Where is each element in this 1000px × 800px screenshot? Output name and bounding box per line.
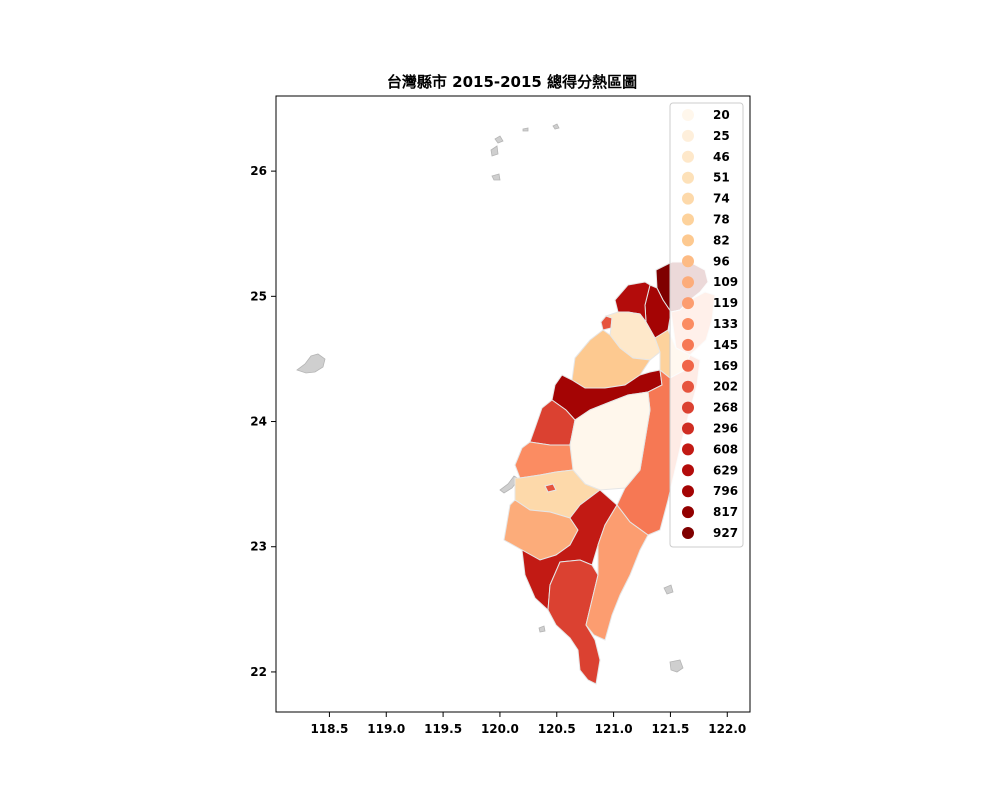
x-tick-label: 120.0 xyxy=(481,722,519,736)
x-axis: 118.5 119.0 119.5 120.0 120.5 121.0 121.5 122.0 xyxy=(310,712,746,736)
island-matsu-2 xyxy=(494,135,504,144)
island-green xyxy=(663,584,674,595)
legend-swatch xyxy=(682,129,694,142)
legend-label: 927 xyxy=(713,526,738,540)
island-matsu-1 xyxy=(490,145,499,157)
island-liuqiu xyxy=(538,625,546,633)
legend-label: 82 xyxy=(713,233,730,247)
region-hsinchu xyxy=(604,311,661,361)
y-axis: 22 23 24 25 26 xyxy=(250,164,276,679)
island-penghu-west xyxy=(296,353,326,374)
legend-swatch xyxy=(682,192,694,205)
legend-label: 25 xyxy=(713,129,730,143)
y-tick-label: 26 xyxy=(250,164,267,178)
legend-label: 46 xyxy=(713,150,730,164)
map-axes-frame xyxy=(275,95,751,713)
legend-swatch xyxy=(682,234,694,247)
legend-swatch xyxy=(682,109,694,121)
legend-swatch xyxy=(682,527,694,539)
legend-swatch xyxy=(682,359,694,372)
y-tick-label: 25 xyxy=(250,289,267,303)
legend-swatch xyxy=(682,276,694,289)
y-tick-label: 24 xyxy=(250,415,267,429)
legend-swatch xyxy=(682,338,694,351)
x-tick-label: 119.5 xyxy=(424,722,462,736)
legend-swatch xyxy=(682,255,694,268)
legend-swatch xyxy=(682,485,694,498)
legend-label: 629 xyxy=(713,463,738,477)
x-tick-label: 121.5 xyxy=(651,722,689,736)
legend-swatch xyxy=(682,464,694,477)
map-title: 台灣縣市 2015-2015 總得分熱區圖 xyxy=(387,73,637,91)
x-tick-label: 122.0 xyxy=(708,722,746,736)
y-tick-label: 23 xyxy=(250,540,267,554)
island-lanyu xyxy=(669,659,684,673)
legend-label: 796 xyxy=(713,484,738,498)
legend-swatch xyxy=(682,318,694,330)
legend-label: 169 xyxy=(713,359,738,373)
legend-label: 20 xyxy=(713,108,730,122)
legend-label: 268 xyxy=(713,401,738,415)
region-chiayi-city xyxy=(544,483,557,493)
x-tick-label: 120.5 xyxy=(538,722,576,736)
legend: 20 25 46 51 74 78 82 96 109 119 133 145 169 202 268 296… xyxy=(669,102,744,548)
legend-swatch xyxy=(682,150,694,163)
legend-label: 96 xyxy=(713,254,730,268)
island-matsu-5 xyxy=(552,123,560,130)
legend-swatch xyxy=(682,213,694,226)
legend-label: 202 xyxy=(713,380,738,394)
x-tick-label: 118.5 xyxy=(310,722,348,736)
legend-label: 51 xyxy=(713,171,730,185)
legend-label: 78 xyxy=(713,213,730,227)
y-tick-label: 22 xyxy=(250,665,267,679)
x-tick-label: 119.0 xyxy=(367,722,405,736)
legend-swatch xyxy=(682,401,694,414)
legend-label: 133 xyxy=(713,317,738,331)
legend-swatch xyxy=(682,443,694,456)
legend-label: 608 xyxy=(713,442,738,456)
legend-swatch xyxy=(682,422,694,435)
legend-label: 817 xyxy=(713,505,738,519)
legend-label: 119 xyxy=(713,296,738,310)
legend-swatch xyxy=(682,506,694,519)
island-matsu-4 xyxy=(522,127,529,132)
region-taitung xyxy=(585,504,649,641)
legend-swatch xyxy=(682,297,694,310)
legend-label: 145 xyxy=(713,338,738,352)
region-pingtung xyxy=(547,559,601,685)
x-tick-label: 121.0 xyxy=(595,722,633,736)
island-matsu-3 xyxy=(491,173,501,181)
legend-label: 296 xyxy=(713,422,738,436)
legend-label: 74 xyxy=(713,192,730,206)
legend-swatch xyxy=(682,171,694,184)
legend-label: 109 xyxy=(713,275,738,289)
legend-swatch xyxy=(682,380,694,393)
